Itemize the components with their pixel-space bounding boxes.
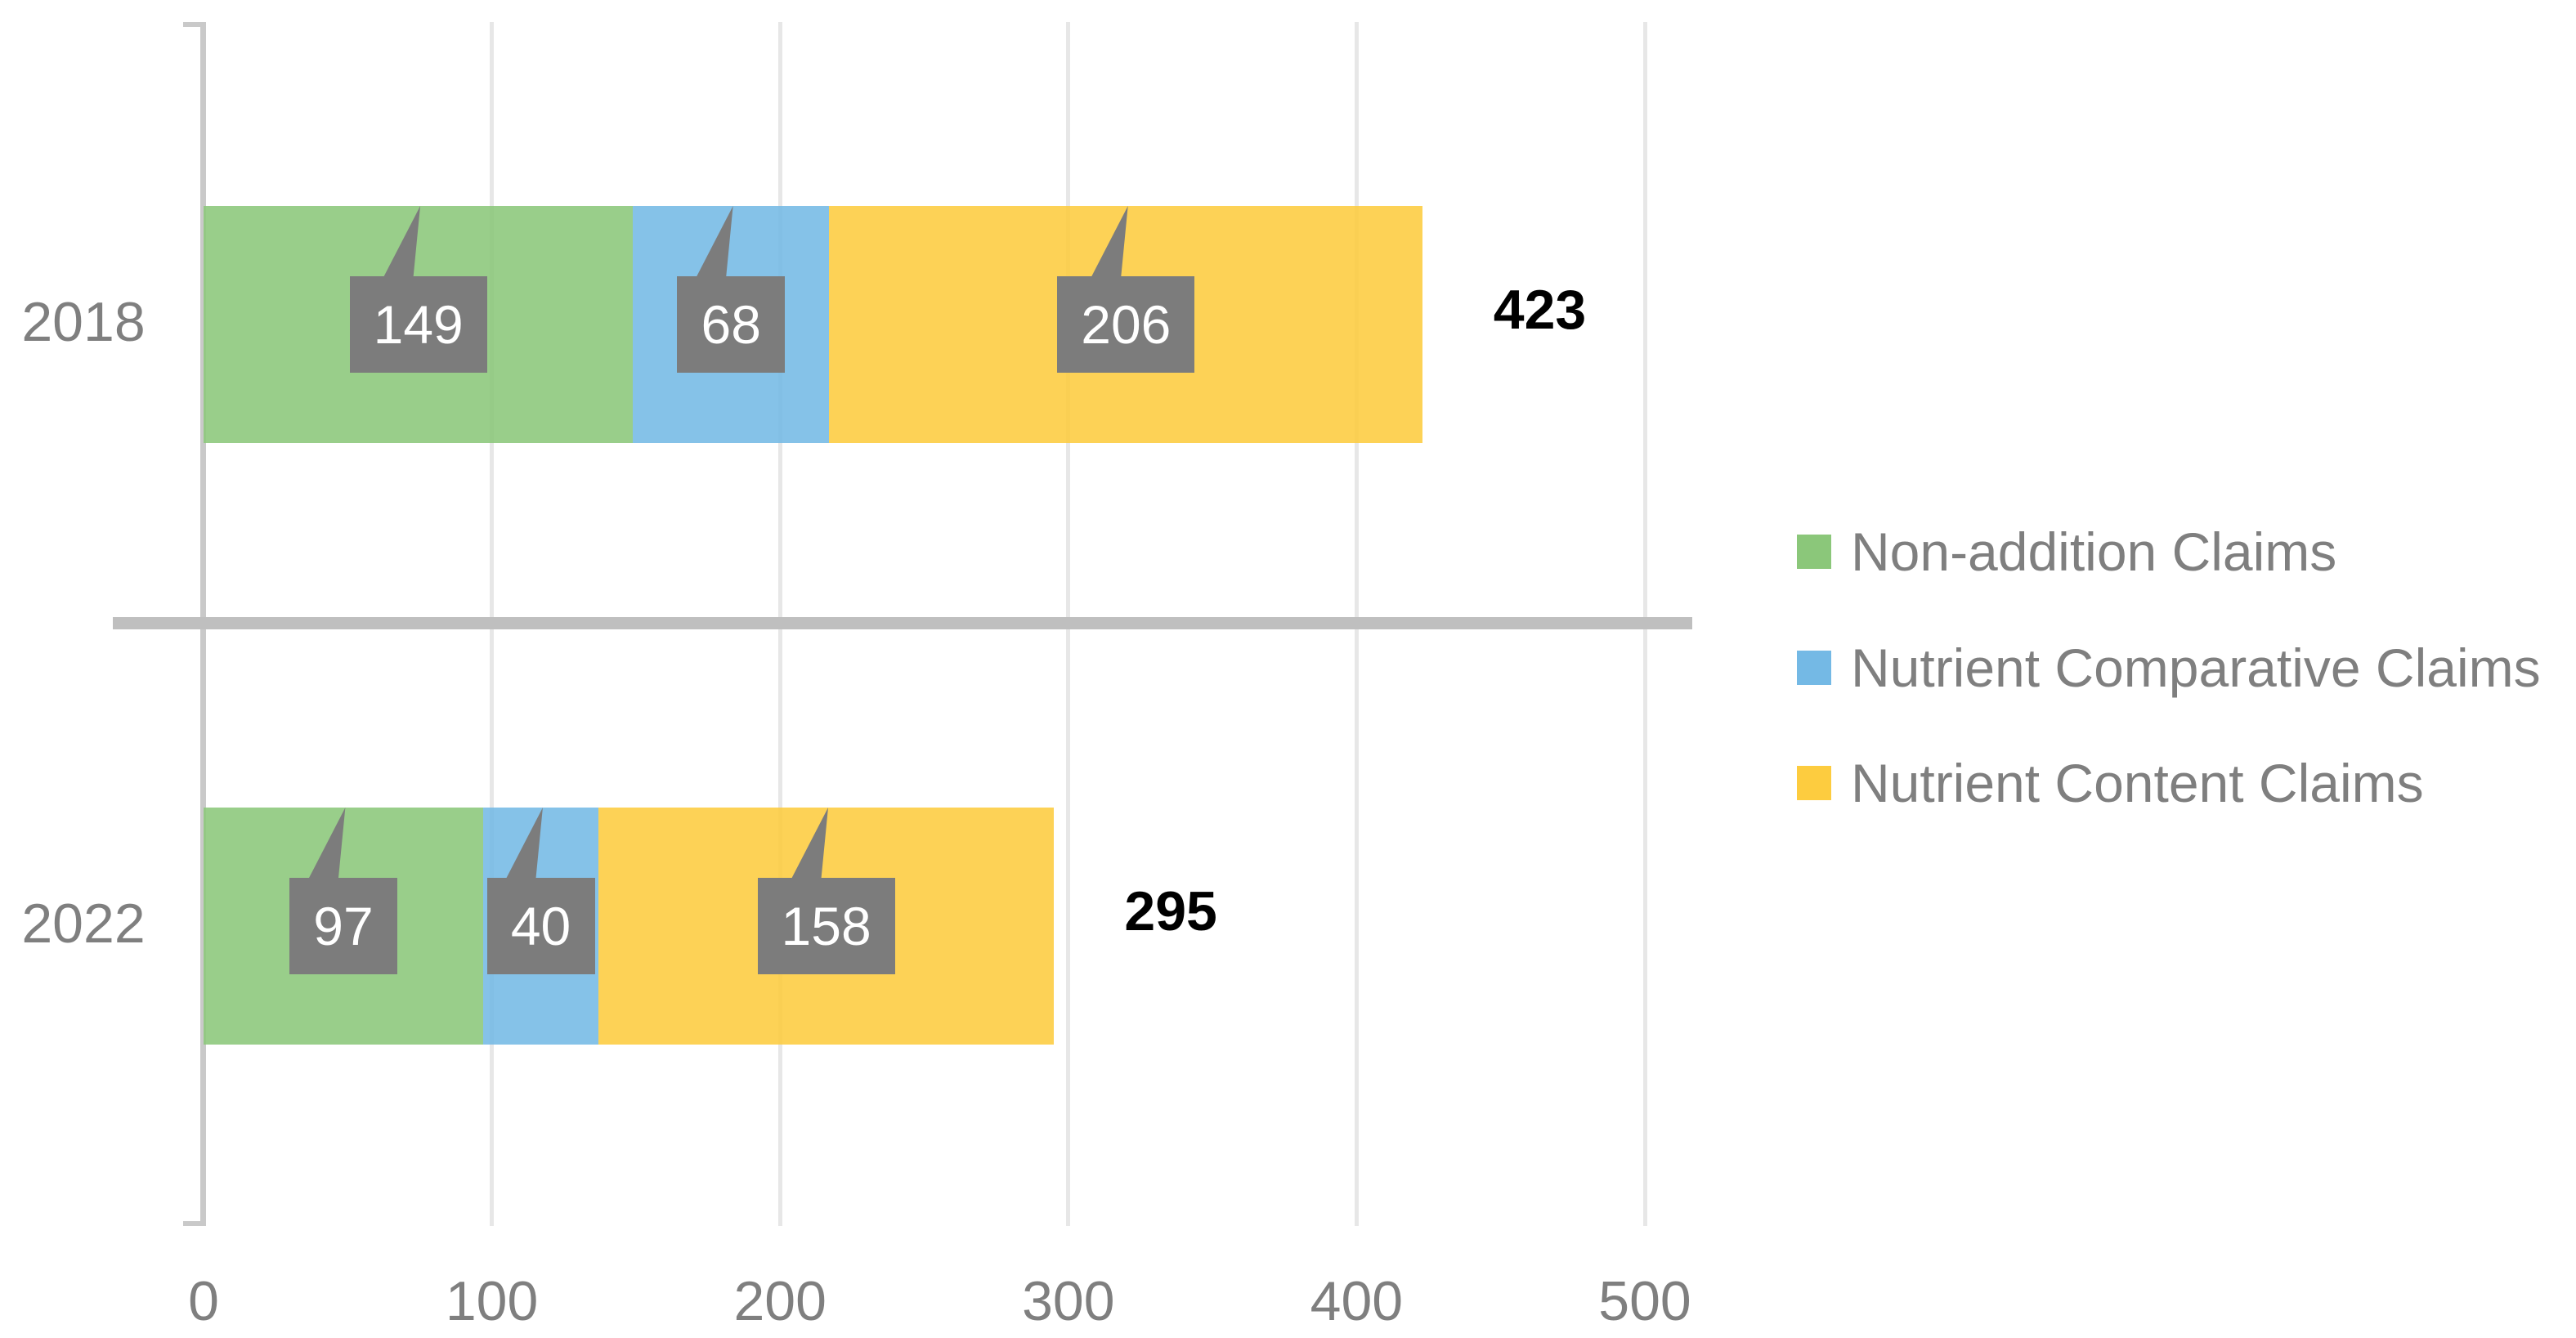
- x-tick-label-100: 100: [445, 1270, 539, 1332]
- data-label-2018-nutrient-content-claims[interactable]: 206: [1057, 276, 1195, 373]
- legend-swatch-non-addition-claims: [1797, 535, 1831, 569]
- data-label-2018-non-addition-claims[interactable]: 149: [349, 276, 487, 373]
- legend-label-non-addition-claims: Non-addition Claims: [1851, 521, 2337, 582]
- category-separator-line: [113, 617, 1692, 629]
- data-label-2022-nutrient-content-claims[interactable]: 158: [757, 878, 895, 974]
- legend-item-non-addition-claims[interactable]: Non-addition Claims: [1797, 517, 2336, 586]
- legend-label-nutrient-comparative-claims: Nutrient Comparative Claims: [1851, 637, 2541, 698]
- x-tick-label-500: 500: [1598, 1270, 1691, 1332]
- total-label-2022: 295: [1124, 880, 1217, 942]
- data-label-2022-nutrient-comparative-claims[interactable]: 40: [486, 878, 595, 974]
- legend-item-nutrient-content-claims[interactable]: Nutrient Content Claims: [1797, 749, 2424, 817]
- x-tick-label-400: 400: [1310, 1270, 1404, 1332]
- x-tick-label-300: 300: [1022, 1270, 1115, 1332]
- x-tick-label-200: 200: [733, 1270, 827, 1332]
- legend-label-nutrient-content-claims: Nutrient Content Claims: [1851, 753, 2424, 813]
- category-label-2022: 2022: [21, 893, 146, 955]
- legend-swatch-nutrient-comparative-claims: [1797, 650, 1831, 685]
- legend-swatch-nutrient-content-claims: [1797, 766, 1831, 800]
- category-label-2018: 2018: [21, 291, 146, 353]
- axis-tick-mark: [183, 1221, 204, 1226]
- axis-tick-mark: [183, 22, 204, 27]
- legend-item-nutrient-comparative-claims[interactable]: Nutrient Comparative Claims: [1797, 633, 2541, 702]
- x-tick-label-0: 0: [188, 1270, 219, 1332]
- total-label-2018: 423: [1493, 279, 1587, 341]
- data-label-2022-non-addition-claims[interactable]: 97: [289, 878, 397, 974]
- data-label-2018-nutrient-comparative-claims[interactable]: 68: [677, 276, 786, 373]
